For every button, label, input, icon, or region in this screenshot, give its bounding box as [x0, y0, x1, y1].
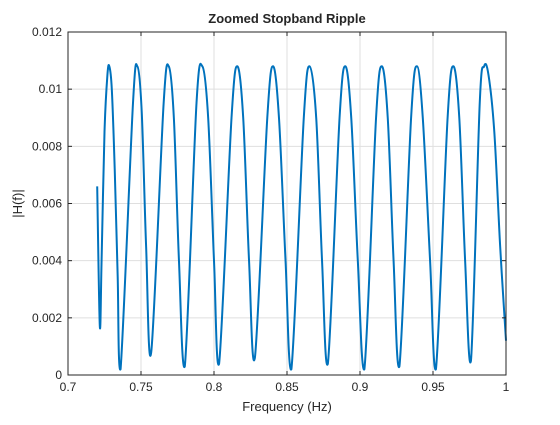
x-tick-label: 0.9 — [352, 380, 369, 394]
y-tick-label: 0 — [55, 368, 62, 382]
y-axis-label: |H(f)| — [10, 189, 25, 217]
y-tick-label: 0.01 — [39, 82, 63, 96]
y-tick-label: 0.004 — [32, 254, 62, 268]
x-tick-label: 0.75 — [129, 380, 153, 394]
y-tick-label: 0.008 — [32, 139, 62, 153]
y-tick-label: 0.002 — [32, 311, 62, 325]
ticks: 0.7 0.75 0.8 0.85 0.9 0.95 1 0 0.002 0.004 0.006 0.… — [32, 25, 510, 394]
chart-title: Zoomed Stopband Ripple — [208, 11, 365, 26]
x-tick-label: 0.8 — [206, 380, 223, 394]
x-tick-label: 0.7 — [60, 380, 77, 394]
x-axis-label: Frequency (Hz) — [242, 399, 332, 414]
x-tick-label: 0.85 — [275, 380, 299, 394]
x-tick-label: 0.95 — [421, 380, 445, 394]
y-tick-label: 0.006 — [32, 197, 62, 211]
x-tick-label: 1 — [503, 380, 510, 394]
series-line — [96, 62, 507, 371]
data-layer — [96, 62, 507, 371]
y-tick-label: 0.012 — [32, 25, 62, 39]
